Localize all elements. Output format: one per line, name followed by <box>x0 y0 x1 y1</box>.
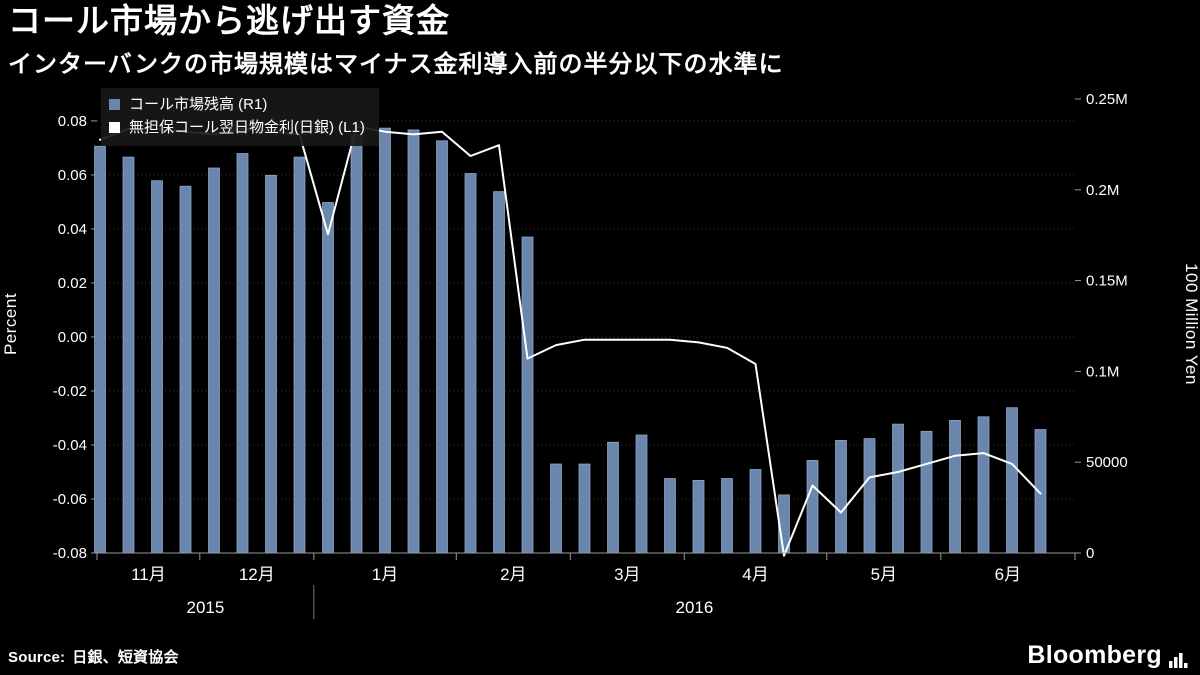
left-axis-tick-label: -0.02 <box>53 383 87 400</box>
line-series-swatch-icon <box>109 122 120 133</box>
bar <box>236 153 249 554</box>
left-axis-tick-label: 0.06 <box>58 167 87 184</box>
bar <box>464 173 477 554</box>
year-label: 2015 <box>186 598 224 617</box>
bar <box>550 463 562 554</box>
left-axis-tick-label: -0.04 <box>53 437 87 454</box>
bar <box>436 140 448 554</box>
bar <box>835 440 847 554</box>
bar <box>1006 407 1018 554</box>
left-axis-tick-label: 0.08 <box>58 113 87 130</box>
bar <box>920 430 933 554</box>
bloomberg-chart-icon <box>1169 653 1188 668</box>
bar <box>407 129 420 554</box>
bar <box>664 478 676 554</box>
month-label: 11月 <box>131 565 166 584</box>
bar <box>94 145 106 554</box>
left-axis-title: Percent <box>1 293 20 355</box>
bar <box>350 134 363 554</box>
bar <box>749 469 762 554</box>
bloomberg-logo: Bloomberg <box>1027 643 1188 668</box>
left-axis-tick-label: 0.00 <box>58 329 87 346</box>
bar <box>151 180 163 554</box>
month-label: 6月 <box>995 565 1021 584</box>
right-axis-tick-label: 0.25M <box>1086 91 1128 108</box>
bar <box>293 156 306 554</box>
footer: Source: 日銀、短資協会 Bloomberg <box>0 639 1200 675</box>
right-axis-tick-label: 50000 <box>1086 454 1128 471</box>
right-axis-tick-label: 0.15M <box>1086 273 1128 290</box>
legend-item-call-balance: コール市場残高 (R1) <box>109 93 365 116</box>
right-axis-title: 100 Million Yen <box>1182 263 1200 385</box>
bar <box>607 441 619 554</box>
bar <box>179 185 192 554</box>
month-label: 3月 <box>614 565 640 584</box>
bar <box>892 423 904 554</box>
bar <box>977 416 990 554</box>
bar <box>692 480 705 554</box>
bar <box>863 438 876 554</box>
bar <box>1034 429 1047 554</box>
legend-label-call-rate: 無担保コール翌日物金利(日銀) (L1) <box>129 119 365 136</box>
source-label: Source: <box>8 649 66 666</box>
bar <box>806 460 819 554</box>
left-axis-tick-label: -0.08 <box>53 545 87 562</box>
month-label: 2月 <box>500 565 526 584</box>
bar <box>721 478 733 554</box>
right-axis-tick-label: 0.2M <box>1086 182 1119 199</box>
month-label: 1月 <box>372 565 398 584</box>
left-axis-tick-label: 0.04 <box>58 221 87 238</box>
source-line: Source: 日銀、短資協会 <box>8 646 179 667</box>
month-label: 5月 <box>871 565 897 584</box>
bar <box>635 434 648 554</box>
legend-label-call-balance: コール市場残高 (R1) <box>129 96 268 113</box>
legend-item-call-rate: 無担保コール翌日物金利(日銀) (L1) <box>109 116 365 139</box>
source-value: 日銀、短資協会 <box>72 649 179 666</box>
bar <box>949 420 961 554</box>
legend: コール市場残高 (R1) 無担保コール翌日物金利(日銀) (L1) <box>101 88 379 146</box>
bar-series-swatch-icon <box>109 99 120 110</box>
bar <box>379 127 391 554</box>
bar <box>322 202 334 554</box>
left-axis-tick-label: 0.02 <box>58 275 87 292</box>
left-axis-tick-label: -0.06 <box>53 491 87 508</box>
bar <box>493 191 505 554</box>
bar <box>578 463 591 554</box>
year-label: 2016 <box>675 598 713 617</box>
bar <box>521 236 534 554</box>
month-label: 12月 <box>239 565 275 584</box>
right-axis-tick-label: 0 <box>1086 545 1094 562</box>
bar <box>122 156 135 554</box>
month-label: 4月 <box>742 565 768 584</box>
bloomberg-wordmark: Bloomberg <box>1027 641 1162 669</box>
bar <box>265 174 277 554</box>
bar <box>208 167 220 554</box>
right-axis-tick-label: 0.1M <box>1086 363 1119 380</box>
